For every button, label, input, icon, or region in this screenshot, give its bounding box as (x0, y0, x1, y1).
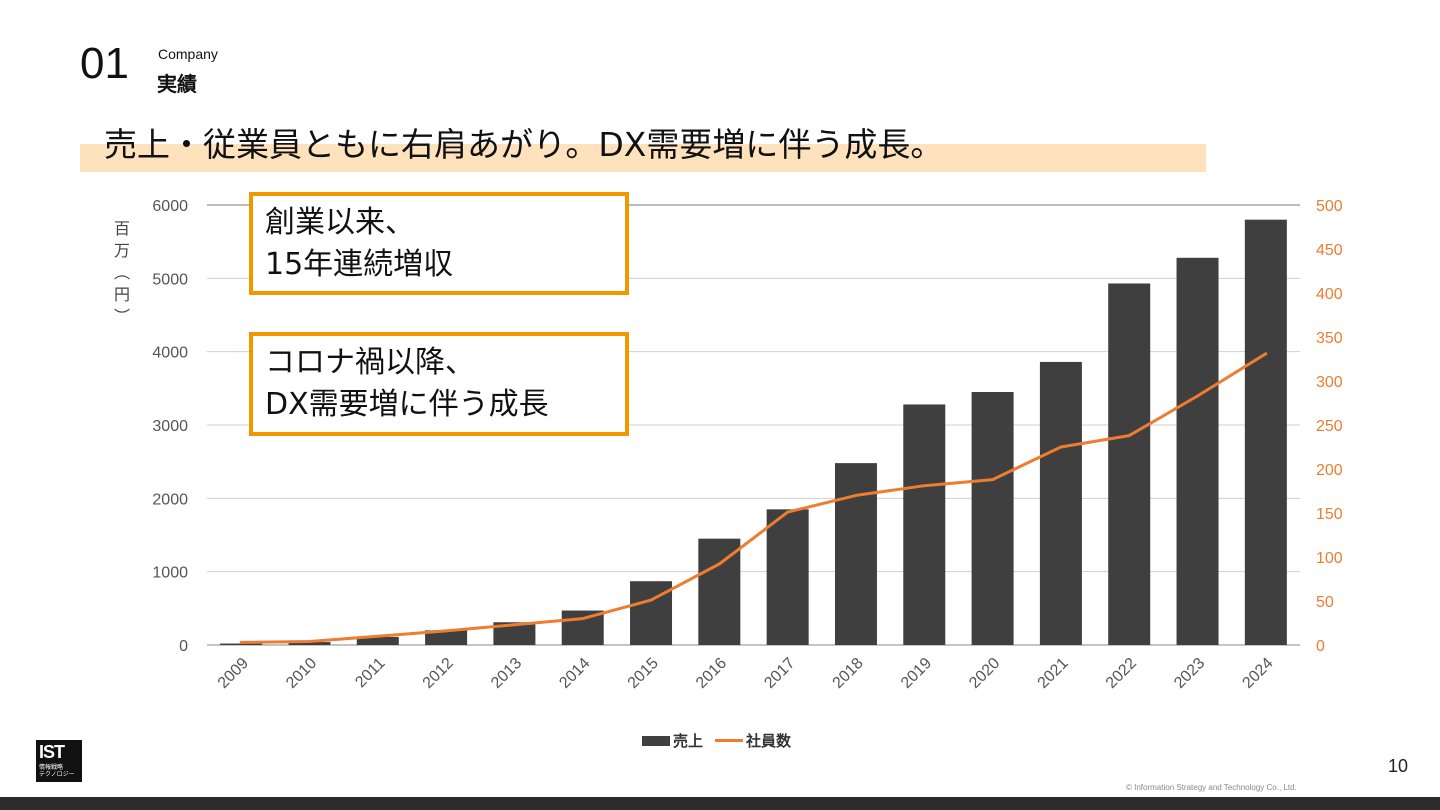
y2-tick-label: 300 (1316, 374, 1343, 391)
callout-line: DX需要増に伴う成長 (265, 387, 549, 422)
bar-2017 (766, 509, 809, 645)
legend-label-employees: 社員数 (746, 732, 792, 750)
x-tick-label: 2012 (420, 655, 457, 692)
chart-legend: 売上 社員数 (642, 730, 791, 751)
y2-tick-label: 400 (1316, 286, 1343, 303)
employee-point-2009 (239, 640, 243, 644)
bottom-bar (0, 797, 1440, 810)
callout-dx-growth: コロナ禍以降、 DX需要増に伴う成長 (249, 332, 629, 436)
x-tick-label: 2022 (1103, 655, 1140, 692)
bar-2018 (834, 463, 877, 645)
y2-tick-label: 250 (1316, 418, 1343, 435)
bar-2013 (493, 622, 536, 645)
x-tick-label: 2018 (830, 655, 867, 692)
x-tick-label: 2013 (488, 655, 525, 692)
page-number: 10 (1388, 756, 1409, 776)
logo-subtext: 情報戦略 テクノロジー (39, 764, 75, 778)
employee-point-2021 (1059, 445, 1063, 449)
employee-point-2017 (786, 510, 790, 514)
y2-tick-label: 350 (1316, 330, 1343, 347)
y2-tick-label: 150 (1316, 506, 1343, 523)
y-tick-label: 1000 (152, 565, 188, 582)
callout-line: コロナ禍以降、 (265, 345, 475, 380)
x-tick-label: 2023 (1171, 655, 1208, 692)
employee-line (241, 352, 1267, 644)
y-tick-label: 4000 (152, 345, 188, 362)
section-number: 01 (80, 39, 129, 88)
section-label-ja: 実績 (157, 72, 197, 96)
legend-line-swatch (715, 739, 744, 742)
y2-tick-label: 200 (1316, 462, 1343, 479)
employee-point-2022 (1127, 434, 1131, 438)
bar-2020 (971, 392, 1014, 645)
bar-2024 (1244, 219, 1287, 645)
employee-point-2012 (444, 629, 448, 633)
employee-point-2010 (307, 639, 311, 643)
employee-point-2018 (854, 493, 858, 497)
y-tick-label: 2000 (152, 491, 188, 508)
x-tick-label: 2015 (625, 655, 662, 692)
x-tick-label: 2021 (1035, 655, 1072, 692)
bar-2009 (220, 643, 263, 645)
employee-point-2020 (991, 478, 995, 482)
legend-label-sales: 売上 (673, 732, 704, 750)
section-label-en: Company (158, 46, 218, 62)
x-tick-label: 2019 (898, 655, 935, 692)
bar-2023 (1176, 257, 1219, 645)
copyright: © Information Strategy and Technology Co… (1126, 783, 1297, 792)
bar-2012 (425, 630, 468, 645)
bar-2010 (288, 642, 331, 645)
headline: 売上・従業員ともに右肩あがり。DX需要増に伴う成長。 (104, 125, 944, 164)
callout-growth-streak: 創業以来、 15年連続増収 (249, 192, 629, 295)
x-tick-label: 2011 (352, 655, 388, 691)
x-tick-label: 2014 (556, 655, 593, 692)
headline-highlight (80, 144, 1206, 172)
y-tick-label: 5000 (152, 271, 188, 288)
employee-point-2019 (922, 484, 926, 488)
employee-point-2024 (1264, 352, 1268, 356)
x-tick-label: 2010 (283, 655, 320, 692)
bar-2021 (1039, 361, 1082, 645)
x-tick-label: 2016 (693, 655, 730, 692)
y2-tick-label: 100 (1316, 550, 1343, 567)
y-tick-label: 3000 (152, 418, 188, 435)
y2-tick-label: 0 (1316, 638, 1325, 655)
logo-text: IST (39, 742, 65, 762)
employee-point-2013 (512, 623, 516, 627)
x-tick-label: 2017 (761, 655, 798, 692)
callout-line: 15年連続増収 (265, 247, 454, 282)
bar-2011 (356, 636, 399, 645)
y2-tick-label: 450 (1316, 242, 1343, 259)
y-axis-title: 百万 ︵ 円 ︶ (113, 219, 130, 326)
legend-bar-swatch (642, 735, 670, 746)
company-logo: IST 情報戦略 テクノロジー (36, 740, 82, 782)
bar-2019 (903, 404, 946, 645)
x-tick-label: 2020 (966, 655, 1003, 692)
y2-tick-label: 50 (1316, 594, 1334, 611)
employee-point-2011 (376, 634, 380, 638)
employee-point-2016 (717, 562, 721, 566)
x-tick-label: 2024 (1239, 655, 1276, 692)
bar-2022 (1108, 283, 1151, 645)
y-tick-label: 0 (179, 638, 188, 655)
employee-point-2023 (1196, 394, 1200, 398)
y-tick-label: 6000 (152, 198, 188, 215)
employee-point-2015 (649, 598, 653, 602)
x-tick-label: 2009 (215, 655, 252, 692)
y2-tick-label: 500 (1316, 198, 1343, 215)
bar-2016 (698, 538, 741, 645)
employee-point-2014 (581, 617, 585, 621)
callout-line: 創業以来、 (265, 205, 415, 240)
